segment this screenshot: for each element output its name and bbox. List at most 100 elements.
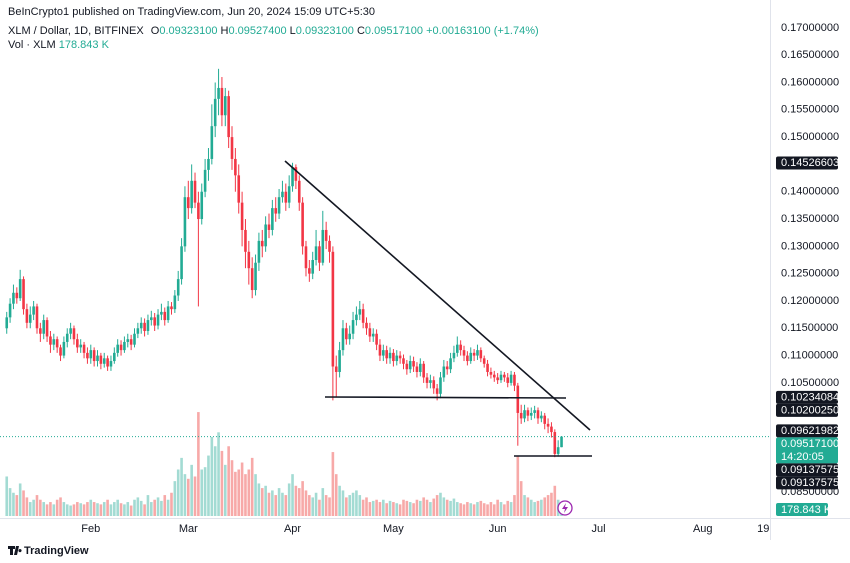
candle-body	[250, 268, 254, 291]
candle-body	[35, 306, 39, 329]
volume-bar	[166, 499, 170, 516]
candle-body	[385, 350, 388, 359]
volume-bar	[207, 455, 210, 516]
volume-bar	[482, 503, 486, 516]
candle-body	[466, 355, 469, 362]
candle-body	[469, 352, 473, 362]
candle-body	[378, 344, 382, 356]
volume-bar	[496, 499, 499, 516]
volume-bar	[445, 499, 449, 516]
candle-body	[429, 380, 432, 383]
volume-bar	[297, 488, 301, 516]
volume-bar	[287, 483, 291, 516]
volume-bar	[513, 495, 516, 516]
volume-bar	[284, 495, 288, 516]
candle-body	[234, 158, 237, 176]
volume-bar	[102, 502, 106, 516]
candle-body	[439, 377, 442, 394]
y-tick-label: 0.13000000	[781, 240, 839, 252]
volume-bar	[469, 503, 473, 516]
candle-body	[153, 317, 156, 326]
candle-body	[412, 361, 415, 367]
logo-mark	[8, 546, 22, 555]
candle-body	[395, 355, 399, 362]
candle-body	[351, 320, 355, 334]
volume-bar	[65, 504, 69, 516]
candle-body	[365, 322, 368, 329]
volume-bar	[18, 483, 22, 516]
candle-body	[503, 374, 506, 378]
candle-body	[203, 169, 207, 192]
volume-bar	[89, 499, 93, 516]
volume-bar	[301, 481, 304, 516]
y-tick-label: 0.13500000	[781, 213, 839, 225]
candle-body	[76, 339, 79, 348]
candle-body	[479, 350, 483, 359]
candle-body	[176, 279, 180, 296]
candle-body	[553, 432, 557, 454]
volume-bar	[516, 455, 520, 516]
candle-body	[432, 380, 436, 389]
volume-bar	[230, 460, 234, 516]
candle-body	[99, 355, 103, 364]
volume-bar	[533, 502, 536, 516]
volume-bar	[28, 502, 32, 516]
candle-body	[284, 191, 288, 203]
volume-bar	[472, 504, 476, 516]
candle-body	[345, 328, 348, 340]
candle-body	[435, 388, 439, 394]
candle-body	[271, 208, 274, 230]
volume-bar	[247, 469, 251, 516]
volume-bar	[395, 503, 399, 516]
y-tick-label: 0.15500000	[781, 104, 839, 116]
volume-bar	[119, 503, 123, 516]
ohlc-label: L	[290, 25, 296, 37]
candle-body	[8, 303, 12, 318]
volume-bar	[139, 500, 143, 516]
volume-bar	[526, 497, 530, 516]
candle-body	[260, 240, 264, 247]
price-badge-label: 0.14526603	[781, 157, 839, 169]
candle-body	[227, 96, 230, 138]
volume-bar	[22, 490, 25, 516]
candle-body	[173, 295, 177, 310]
candle-body	[455, 344, 459, 353]
candle-body	[45, 320, 49, 337]
candle-body	[297, 180, 301, 203]
candle-body	[213, 98, 217, 127]
volume-bar	[388, 500, 392, 516]
volume-bar	[163, 495, 167, 516]
candle-body	[560, 436, 563, 448]
candle-body	[65, 333, 69, 342]
candle-body	[15, 292, 19, 299]
candle-body	[422, 363, 425, 378]
candle-body	[287, 186, 291, 203]
ohlc-value: 0.09527400	[228, 25, 286, 37]
candle-body	[361, 309, 365, 323]
volume-bar	[321, 488, 325, 516]
volume-bar	[153, 499, 156, 516]
candle-body	[72, 328, 76, 340]
volume-bar	[459, 503, 462, 516]
candle-body	[264, 224, 267, 247]
volume-bar	[466, 502, 469, 516]
candle-body	[220, 87, 224, 116]
volume-bar	[257, 483, 261, 516]
volume-bar	[405, 500, 409, 516]
volume-bar	[385, 503, 388, 516]
y-tick-label: 0.16000000	[781, 76, 839, 88]
volume-bar	[250, 457, 254, 516]
candle-body	[223, 96, 227, 116]
volume-bar	[99, 504, 103, 516]
volume-bar	[371, 500, 375, 516]
support-line	[324, 396, 567, 399]
candle-body	[96, 355, 99, 362]
candle-body	[529, 412, 533, 416]
volume-bar	[415, 499, 419, 516]
volume-bar	[519, 481, 523, 516]
candle-body	[540, 415, 543, 419]
volume-bar	[314, 492, 318, 516]
y-tick-label: 0.11000000	[781, 349, 838, 361]
candle-body	[402, 358, 405, 364]
